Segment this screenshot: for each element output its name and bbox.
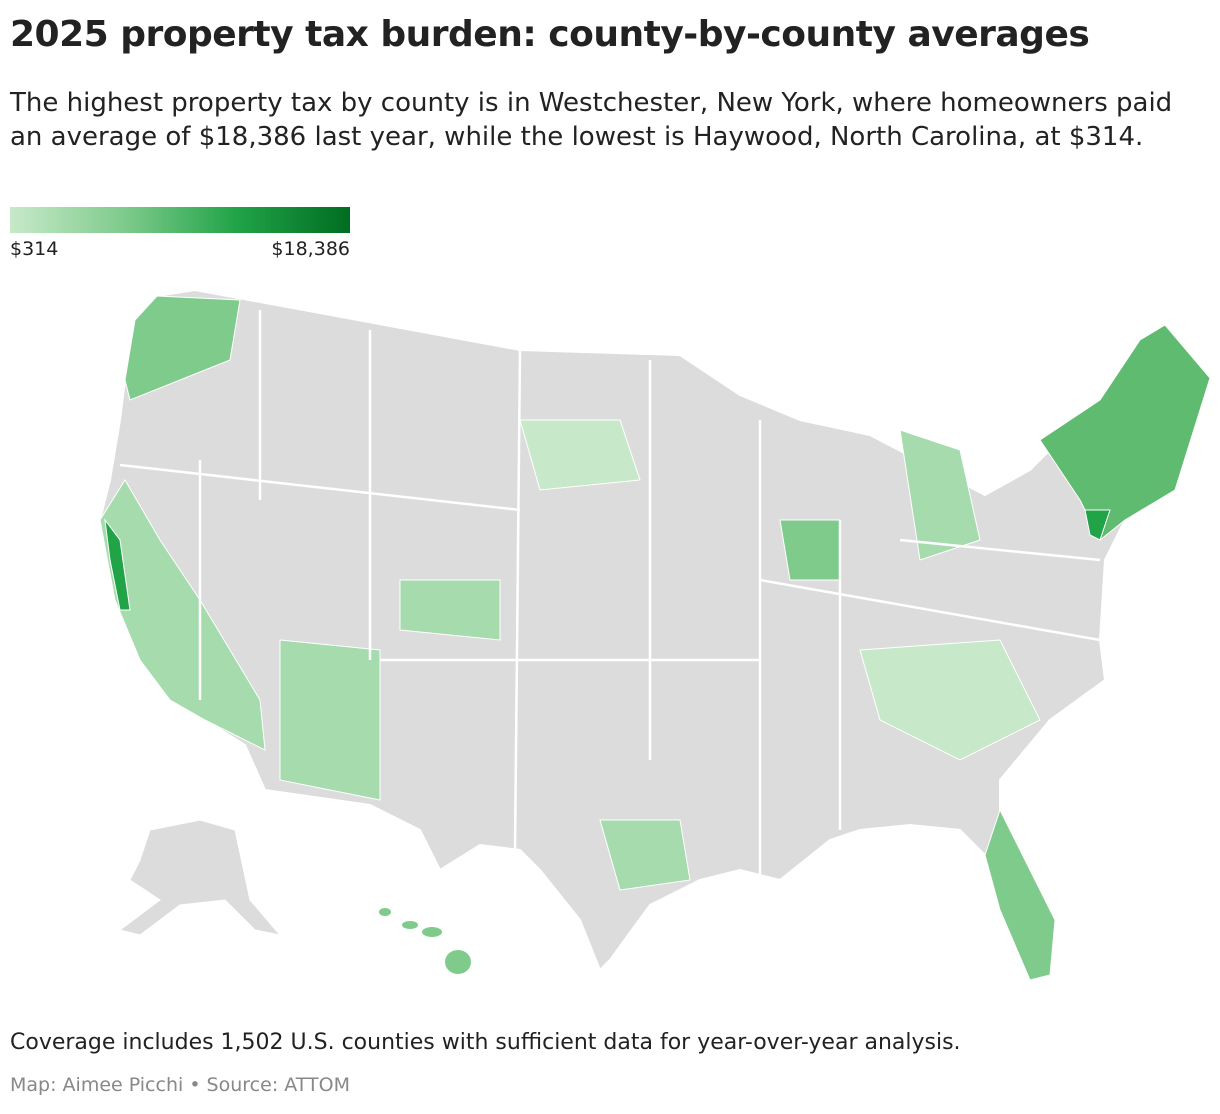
legend-max: $18,386 xyxy=(271,238,350,260)
alaska xyxy=(118,819,282,936)
legend-min: $314 xyxy=(10,238,59,260)
map xyxy=(98,288,1212,982)
hawaii xyxy=(379,908,471,974)
legend-bar xyxy=(10,207,350,233)
credit: Map: Aimee Picchi • Source: ATTOM xyxy=(10,1074,351,1096)
shaded-regions xyxy=(99,295,1211,981)
state-borders xyxy=(119,310,1101,880)
subtitle: The highest property tax by county is in… xyxy=(10,88,1173,152)
note: Coverage includes 1,502 U.S. counties wi… xyxy=(10,1030,961,1055)
title: 2025 property tax burden: county-by-coun… xyxy=(10,14,1090,55)
